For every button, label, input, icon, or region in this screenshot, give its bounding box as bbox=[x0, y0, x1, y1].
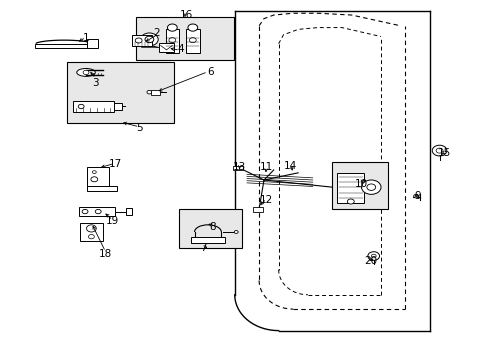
Text: 18: 18 bbox=[99, 248, 112, 258]
Text: 17: 17 bbox=[108, 159, 122, 169]
Text: 5: 5 bbox=[136, 123, 142, 133]
Bar bbox=[87, 39, 98, 48]
Circle shape bbox=[91, 177, 98, 182]
Circle shape bbox=[95, 210, 101, 214]
Bar bbox=[178, 209, 242, 248]
Bar bbox=[87, 167, 109, 187]
Text: 11: 11 bbox=[259, 162, 272, 172]
Bar bbox=[136, 17, 233, 60]
Circle shape bbox=[141, 33, 158, 46]
Circle shape bbox=[82, 210, 88, 214]
Text: 12: 12 bbox=[259, 195, 272, 205]
Ellipse shape bbox=[77, 68, 95, 76]
Circle shape bbox=[346, 199, 353, 204]
Circle shape bbox=[92, 171, 96, 174]
Circle shape bbox=[78, 104, 84, 109]
Circle shape bbox=[361, 180, 380, 194]
Text: 2: 2 bbox=[153, 28, 160, 38]
Bar bbox=[165, 30, 179, 53]
Circle shape bbox=[145, 36, 154, 42]
Circle shape bbox=[367, 252, 379, 260]
Bar bbox=[79, 207, 115, 216]
Circle shape bbox=[435, 148, 442, 153]
Bar bbox=[126, 208, 132, 215]
Text: 9: 9 bbox=[413, 191, 420, 201]
Text: 6: 6 bbox=[206, 67, 213, 77]
Bar bbox=[336, 173, 363, 203]
Text: 14: 14 bbox=[284, 161, 297, 171]
Text: 20: 20 bbox=[364, 256, 377, 266]
Circle shape bbox=[431, 145, 446, 156]
Text: 19: 19 bbox=[106, 216, 119, 226]
Bar bbox=[253, 207, 263, 212]
Text: 16: 16 bbox=[179, 10, 192, 20]
Bar bbox=[190, 237, 224, 243]
Bar bbox=[185, 30, 199, 53]
Bar bbox=[66, 62, 173, 123]
Circle shape bbox=[83, 70, 89, 75]
Circle shape bbox=[187, 24, 197, 31]
Circle shape bbox=[167, 24, 177, 31]
Circle shape bbox=[234, 230, 238, 233]
Circle shape bbox=[88, 234, 94, 239]
Text: 7: 7 bbox=[199, 243, 206, 253]
Bar bbox=[87, 186, 117, 191]
Circle shape bbox=[86, 225, 96, 232]
Text: 1: 1 bbox=[82, 33, 89, 43]
Bar bbox=[132, 36, 152, 45]
Circle shape bbox=[370, 254, 375, 258]
Bar bbox=[232, 166, 242, 170]
Circle shape bbox=[168, 38, 175, 42]
Circle shape bbox=[366, 184, 375, 190]
Text: 8: 8 bbox=[209, 222, 216, 231]
Text: 3: 3 bbox=[92, 78, 99, 88]
Bar bbox=[80, 223, 103, 241]
Bar bbox=[331, 162, 387, 209]
Circle shape bbox=[147, 90, 152, 94]
Bar bbox=[114, 103, 122, 110]
Bar bbox=[35, 44, 93, 48]
Bar bbox=[73, 101, 114, 112]
Bar bbox=[159, 42, 173, 51]
Text: 15: 15 bbox=[437, 148, 450, 158]
Circle shape bbox=[135, 38, 142, 43]
Text: 4: 4 bbox=[178, 44, 184, 54]
Circle shape bbox=[189, 38, 196, 42]
Bar bbox=[151, 90, 159, 95]
Text: 10: 10 bbox=[354, 179, 367, 189]
Circle shape bbox=[413, 194, 418, 198]
Text: 13: 13 bbox=[232, 162, 246, 172]
